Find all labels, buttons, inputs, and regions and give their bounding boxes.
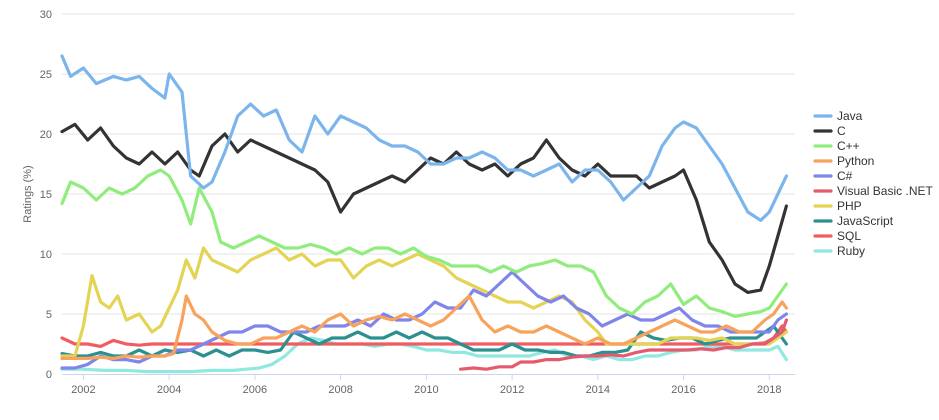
- x-tick-label: 2018: [757, 384, 781, 396]
- series-line-python: [60, 294, 788, 360]
- legend-label: SQL: [837, 229, 861, 243]
- series-line-visual-basic-net: [459, 318, 788, 371]
- x-axis-tick-labels: 2002 2004 2006 2008 2010 2012 2014 2016 2018: [71, 374, 782, 396]
- legend-label: C++: [837, 139, 860, 153]
- x-tick-label: 2004: [157, 384, 181, 396]
- grid-lines: [62, 13, 795, 315]
- y-tick-label: 0: [46, 369, 52, 381]
- legend-item-python[interactable]: Python: [813, 154, 874, 168]
- series-line-c: [60, 270, 788, 370]
- legend-label: Java: [837, 109, 863, 123]
- x-tick-label: 2010: [414, 384, 438, 396]
- legend-item-php[interactable]: PHP: [813, 199, 862, 213]
- legend-label: C#: [837, 169, 853, 183]
- x-tick-label: 2014: [586, 384, 610, 396]
- legend-item-c[interactable]: C#: [813, 169, 853, 183]
- legend-item-sql[interactable]: SQL: [813, 229, 861, 243]
- y-tick-label: 30: [40, 9, 52, 21]
- y-axis-tick-labels: 0 5 10 15 20 25 30: [40, 9, 52, 381]
- y-tick-label: 10: [40, 249, 52, 261]
- x-tick-label: 2016: [671, 384, 695, 396]
- legend-label: PHP: [837, 199, 862, 213]
- legend-item-javascript[interactable]: JavaScript: [813, 214, 894, 228]
- legend-label: Python: [837, 154, 874, 168]
- legend-label: JavaScript: [837, 214, 894, 228]
- y-tick-label: 5: [46, 309, 52, 321]
- legend-item-ruby[interactable]: Ruby: [813, 244, 865, 258]
- x-tick-label: 2002: [71, 384, 95, 396]
- legend-label: Visual Basic .NET: [837, 184, 933, 198]
- series-line-java: [60, 54, 788, 222]
- series-lines: [60, 54, 788, 374]
- series-line-sql: [60, 324, 788, 348]
- legend-item-c[interactable]: C++: [813, 139, 860, 153]
- series-line-c: [60, 168, 788, 318]
- legend-label: C: [837, 124, 846, 138]
- y-axis-title: Ratings (%): [22, 165, 34, 222]
- legend-item-visual-basic-net[interactable]: Visual Basic .NET: [813, 184, 933, 198]
- y-tick-label: 15: [40, 189, 52, 201]
- series-line-c: [60, 122, 788, 294]
- series-line-php: [60, 246, 788, 358]
- x-tick-label: 2008: [328, 384, 352, 396]
- y-tick-label: 20: [40, 129, 52, 141]
- legend-label: Ruby: [837, 244, 865, 258]
- legend-item-java[interactable]: Java: [813, 109, 863, 123]
- y-tick-label: 25: [40, 69, 52, 81]
- x-tick-label: 2012: [500, 384, 524, 396]
- legend-item-c[interactable]: C: [813, 124, 846, 138]
- x-tick-label: 2006: [243, 384, 267, 396]
